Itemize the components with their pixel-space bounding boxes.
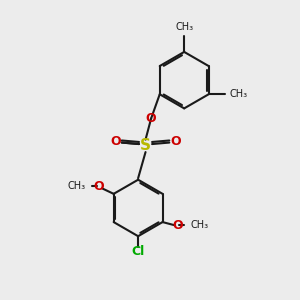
Text: O: O <box>170 135 181 148</box>
Text: CH₃: CH₃ <box>67 181 86 191</box>
Text: CH₃: CH₃ <box>230 89 247 99</box>
Text: S: S <box>140 138 151 153</box>
Text: Cl: Cl <box>131 245 145 258</box>
Text: O: O <box>146 112 157 125</box>
Text: O: O <box>110 135 121 148</box>
Text: CH₃: CH₃ <box>191 220 209 230</box>
Text: CH₃: CH₃ <box>175 22 193 32</box>
Text: O: O <box>94 180 104 193</box>
Text: O: O <box>172 218 183 232</box>
